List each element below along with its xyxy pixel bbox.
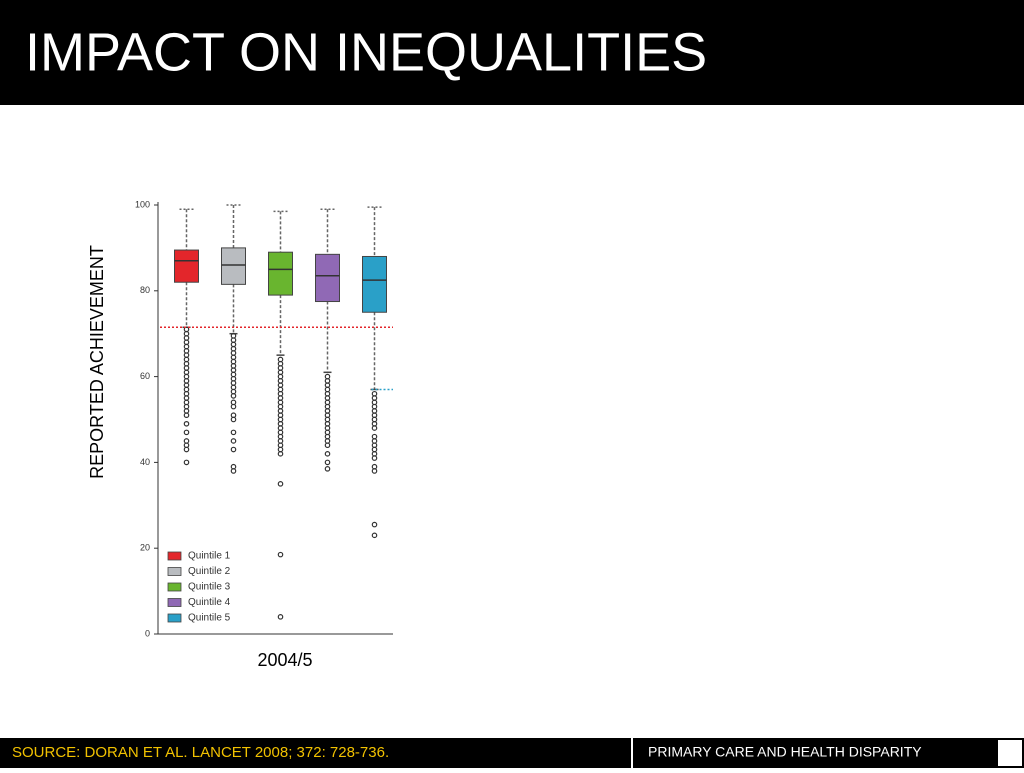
legend-swatch [167,582,182,592]
legend-swatch [167,567,182,576]
slide-title: IMPACT ON INEQUALITIES [25,22,707,82]
box [362,255,387,313]
outlier [183,412,190,419]
legend-swatch [167,598,182,607]
box [315,253,340,303]
source-text: SOURCE: DORAN ET AL. LANCET 2008; 372: 7… [12,744,389,761]
footer-bar [0,738,1024,768]
outlier [371,521,378,528]
header-bar [0,0,1024,105]
outlier [371,455,378,461]
y-tick-label: 0 [145,628,150,638]
logo [998,740,1022,766]
outlier [277,614,284,620]
outlier [371,425,378,431]
box [221,247,246,285]
outlier [277,481,284,487]
y-tick-label: 60 [140,371,150,381]
legend-swatch [167,613,182,623]
y-tick-label: 20 [140,543,150,553]
y-tick-label: 40 [140,457,150,467]
footer-text: PRIMARY CARE AND HEALTH DISPARITY [648,744,922,760]
outlier [230,403,237,410]
legend-label: Quintile 3 [188,582,231,593]
outlier [183,459,190,466]
outlier [183,420,190,427]
outlier [371,532,378,539]
outlier [230,446,237,453]
box [174,249,199,283]
y-tick-label: 100 [135,199,150,209]
legend-label: Quintile 2 [188,566,231,577]
y-tick-label: 80 [140,285,150,295]
outlier [230,438,237,444]
x-axis-label: 2004/5 [257,650,312,670]
outlier [230,416,237,423]
outlier [324,459,331,466]
outlier [183,446,190,453]
outlier [277,451,284,457]
legend-label: Quintile 5 [188,613,231,624]
box [268,251,293,296]
outlier [230,429,237,436]
outlier [230,393,237,399]
legend-swatch [167,551,182,561]
outlier [371,468,378,474]
outlier [324,442,331,449]
legend-label: Quintile 1 [188,551,231,562]
outlier [324,451,331,457]
legend-label: Quintile 4 [188,597,231,608]
outlier [230,468,237,474]
y-axis-label: REPORTED ACHIEVEMENT [87,245,107,479]
outlier [324,466,331,472]
outlier [183,429,190,436]
outlier [277,551,284,558]
